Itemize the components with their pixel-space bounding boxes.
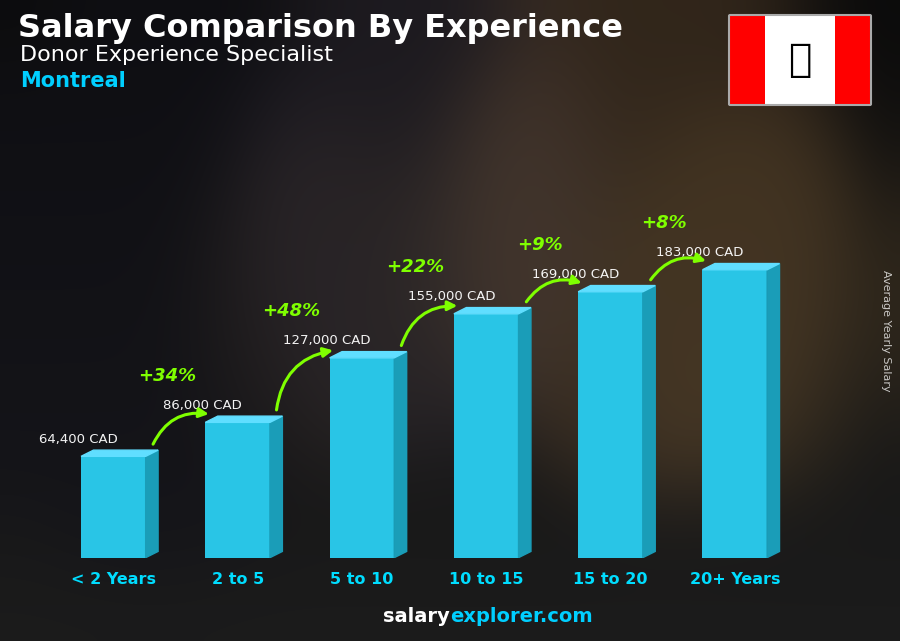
Polygon shape xyxy=(643,285,655,558)
Polygon shape xyxy=(578,285,655,292)
Text: explorer.com: explorer.com xyxy=(450,607,592,626)
Text: 127,000 CAD: 127,000 CAD xyxy=(284,334,371,347)
Polygon shape xyxy=(518,308,531,558)
Bar xyxy=(329,358,394,558)
Polygon shape xyxy=(454,308,531,314)
Polygon shape xyxy=(767,263,779,558)
Bar xyxy=(730,16,765,104)
Text: +9%: +9% xyxy=(517,237,562,254)
Text: 64,400 CAD: 64,400 CAD xyxy=(40,433,118,445)
Polygon shape xyxy=(329,352,407,358)
Text: +8%: +8% xyxy=(641,214,687,232)
Polygon shape xyxy=(205,416,283,422)
Bar xyxy=(703,270,767,558)
Text: 169,000 CAD: 169,000 CAD xyxy=(532,268,619,281)
Polygon shape xyxy=(81,450,158,456)
Bar xyxy=(205,422,270,558)
Text: +48%: +48% xyxy=(262,303,320,320)
Text: salary: salary xyxy=(383,607,450,626)
Text: +22%: +22% xyxy=(386,258,445,276)
Text: 155,000 CAD: 155,000 CAD xyxy=(408,290,495,303)
Text: 🍁: 🍁 xyxy=(788,41,812,79)
Text: Donor Experience Specialist: Donor Experience Specialist xyxy=(20,45,333,65)
Bar xyxy=(81,456,146,558)
Bar xyxy=(578,292,643,558)
Text: Average Yearly Salary: Average Yearly Salary xyxy=(881,271,891,392)
Bar xyxy=(454,314,518,558)
Bar xyxy=(765,16,835,104)
Text: 86,000 CAD: 86,000 CAD xyxy=(164,399,242,412)
Bar xyxy=(835,16,870,104)
Polygon shape xyxy=(703,263,779,270)
Polygon shape xyxy=(146,450,158,558)
Text: Montreal: Montreal xyxy=(20,71,126,91)
Polygon shape xyxy=(270,416,283,558)
Text: 183,000 CAD: 183,000 CAD xyxy=(656,246,743,259)
Text: Salary Comparison By Experience: Salary Comparison By Experience xyxy=(18,13,623,44)
Polygon shape xyxy=(394,352,407,558)
Text: +34%: +34% xyxy=(138,367,196,385)
